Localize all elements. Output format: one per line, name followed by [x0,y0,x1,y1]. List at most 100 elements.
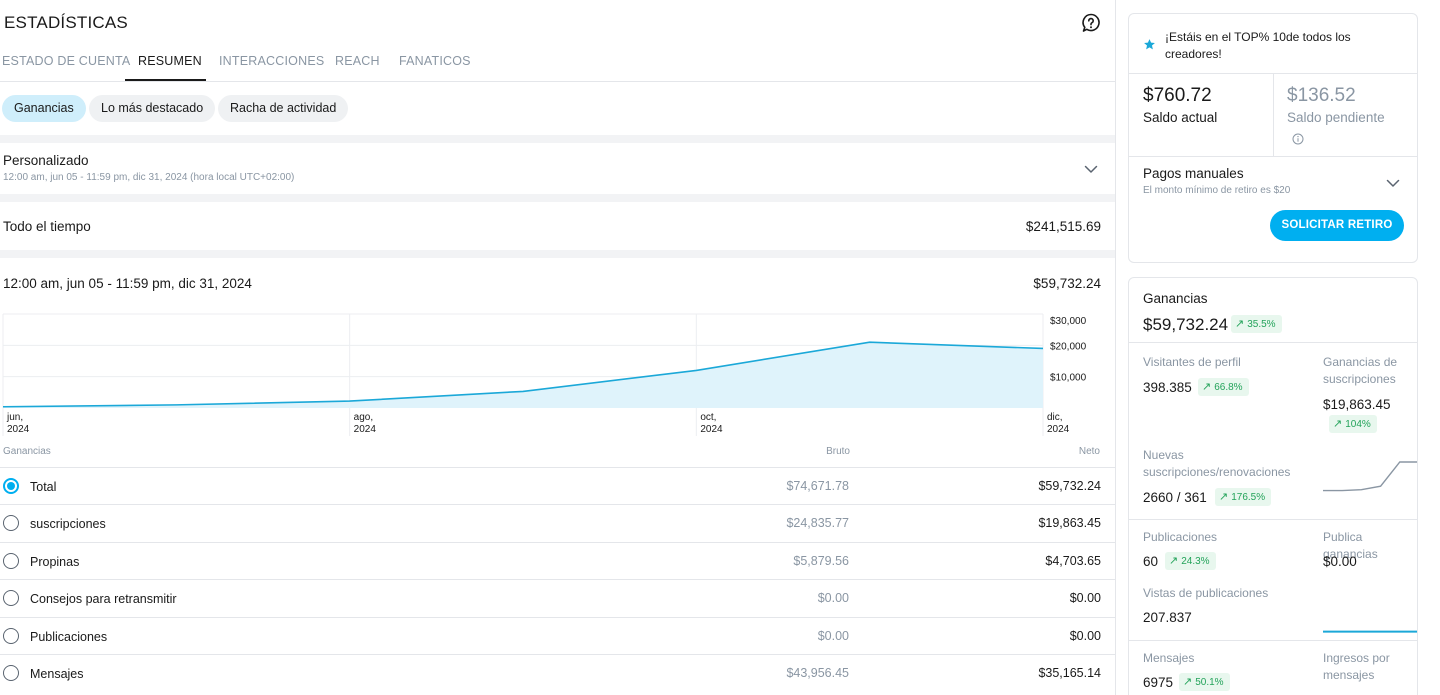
range-row: 12:00 am, jun 05 - 11:59 pm, dic 31, 202… [0,258,1115,308]
table-row[interactable]: Total $74,671.78 $59,732.24 [0,467,1115,504]
main-panel: ESTADÍSTICAS ESTADO DE CUENTA RESUMEN IN… [0,0,1116,695]
radio[interactable] [3,515,19,531]
tab-summary[interactable]: RESUMEN [138,54,202,68]
change-value: 104% [1345,419,1371,430]
tab-bar: ESTADO DE CUENTA RESUMEN INTERACCIONES R… [0,42,1115,82]
row-label: suscripciones [30,517,106,531]
row-label: Consejos para retransmitir [30,592,177,606]
request-withdrawal-button[interactable]: SOLICITAR RETIRO [1270,210,1404,241]
earnings-chart: $30,000$20,000$10,000jun,2024ago,2024oct… [2,313,1087,436]
row-gross: $0.00 [817,591,849,605]
change-value: 66.8% [1214,382,1243,393]
tab-fans[interactable]: FANATICOS [399,54,471,68]
message-income-label: Ingresos por mensajes [1323,651,1390,682]
table-row[interactable]: Propinas $5,879.56 $4,703.65 [0,542,1115,579]
payments-title: Pagos manuales [1143,166,1244,181]
change-value: 50.1% [1195,677,1224,688]
pending-balance-amount: $136.52 [1287,85,1356,106]
divider [1273,74,1274,156]
row-label: Mensajes [30,667,84,681]
change-badge: ↗ 50.1% [1179,673,1230,691]
chip-earnings[interactable]: Ganancias [2,95,86,122]
new-subscriptions-label: Nuevas suscripciones/renovaciones [1143,448,1291,479]
row-gross: $0.00 [817,629,849,643]
period-title: Personalizado [3,153,89,168]
change-badge: ↗ 66.8% [1198,378,1249,396]
row-net: $59,732.24 [1038,479,1101,493]
table-row[interactable]: Mensajes $43,956.45 $35,165.14 [0,654,1115,691]
change-value: 176.5% [1231,492,1266,503]
trend-up-icon: ↗ [1169,555,1179,567]
change-badge: ↗ 24.3% [1165,552,1216,570]
radio[interactable] [3,628,19,644]
period-selector[interactable]: Personalizado 12:00 am, jun 05 - 11:59 p… [0,143,1115,194]
table-row[interactable]: Consejos para retransmitir $0.00 $0.00 [0,579,1115,616]
divider [1129,342,1417,343]
x-tick-label: 2024 [354,424,377,435]
messages-value: 6975 [1143,675,1174,690]
table-header-gross: Bruto [826,446,850,457]
change-value: 24.3% [1181,556,1210,567]
period-subtitle: 12:00 am, jun 05 - 11:59 pm, dic 31, 202… [3,172,295,183]
radio[interactable] [3,590,19,606]
section-divider [0,250,1115,258]
row-label: Publicaciones [30,630,108,644]
posts-label: Publicaciones [1143,530,1218,544]
active-tab-indicator [125,79,206,81]
top-creator-message: ¡Estáis en el TOP% 10de todos los creado… [1165,30,1351,61]
subscription-earnings-label: Ganancias de suscripciones [1323,355,1398,386]
table-header-label: Ganancias [3,446,51,457]
info-icon[interactable] [1292,133,1304,145]
radio[interactable] [3,665,19,681]
row-gross: $74,671.78 [786,479,849,493]
x-tick-label: oct, [700,412,716,423]
y-tick-label: $30,000 [1050,316,1087,327]
x-tick-label: 2024 [1047,424,1070,435]
chip-highlights[interactable]: Lo más destacado [89,95,216,122]
chip-activity-streak[interactable]: Racha de actividad [218,95,349,122]
tab-interactions[interactable]: INTERACCIONES [219,54,325,68]
chevron-down-icon[interactable] [1083,161,1099,177]
x-tick-label: ago, [354,412,373,423]
row-gross: $5,879.56 [793,554,849,568]
y-tick-label: $20,000 [1050,341,1087,352]
earnings-title: Ganancias [1143,291,1208,306]
divider [1129,156,1417,157]
row-net: $19,863.45 [1038,516,1101,530]
tab-reach[interactable]: REACH [335,54,380,68]
tab-account-status[interactable]: ESTADO DE CUENTA [2,54,131,68]
x-tick-label: jun, [6,412,23,423]
change-value: 35.5% [1247,319,1276,330]
all-time-label: Todo el tiempo [3,219,91,234]
post-earnings-value: $0.00 [1323,554,1357,569]
star-icon [1144,39,1155,50]
new-subscriptions-value: 2660 / 361 [1143,490,1207,505]
new-subs-line [1323,461,1417,492]
chevron-down-icon[interactable] [1385,175,1401,191]
new-subscriptions-sparkline [1323,461,1417,492]
radio[interactable] [3,553,19,569]
change-badge: ↗ 104% [1329,415,1377,433]
change-badge: ↗ 176.5% [1215,488,1272,506]
x-tick-label: dic, [1047,412,1063,423]
trend-up-icon: ↗ [1219,491,1229,503]
row-net: $0.00 [1069,629,1101,643]
all-time-amount: $241,515.69 [1025,219,1101,234]
row-gross: $43,956.45 [786,666,849,680]
row-net: $0.00 [1069,591,1101,605]
balance-card: ¡Estáis en el TOP% 10de todos los creado… [1128,13,1418,263]
table-header-net: Neto [1078,446,1100,457]
area-fill [3,342,1043,408]
profile-visitors-label: Visitantes de perfil [1143,355,1241,369]
profile-visitors-value: 398.385 [1143,380,1192,395]
x-tick-label: 2024 [700,424,723,435]
messages-label: Mensajes [1143,651,1195,665]
row-net: $4,703.65 [1045,554,1101,568]
payments-subtitle: El monto mínimo de retiro es $20 [1143,185,1291,196]
radio-selected[interactable] [3,478,19,494]
y-tick-label: $10,000 [1050,373,1087,384]
range-label: 12:00 am, jun 05 - 11:59 pm, dic 31, 202… [3,276,252,291]
table-row[interactable]: Publicaciones $0.00 $0.00 [0,617,1115,654]
help-icon[interactable] [1081,13,1101,33]
table-row[interactable]: suscripciones $24,835.77 $19,863.45 [0,504,1115,541]
